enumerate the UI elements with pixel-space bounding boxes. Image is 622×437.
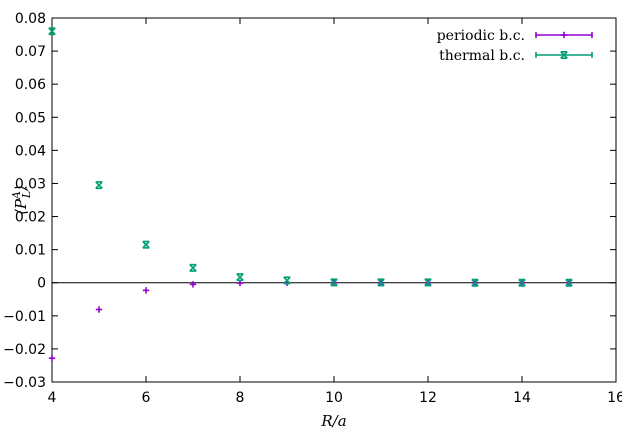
x-tick-label: 6 — [142, 390, 151, 406]
data-point — [330, 278, 338, 287]
data-point — [48, 27, 56, 36]
x-axis-label: R/a — [320, 412, 346, 430]
ticks — [51, 17, 617, 383]
y-tick-label: 0 — [37, 276, 46, 292]
tick-labels: 4 6 8 10 12 14 16 −0.03 −0.02 −0.01 0 0.01 0.02 0.03 0… — [3, 11, 622, 406]
legend-label: thermal b.c. — [439, 48, 525, 64]
x-tick-label: 10 — [325, 390, 343, 406]
x-tick-label: 4 — [48, 390, 57, 406]
x-tick-label: 16 — [607, 390, 622, 406]
x-tick-label: 12 — [419, 390, 437, 406]
data-point — [189, 281, 197, 288]
y-tick-label: −0.01 — [3, 309, 46, 325]
data-point — [565, 278, 573, 287]
y-axis-label: ⟨PAL⟩ — [10, 185, 33, 215]
plot-frame — [51, 17, 617, 383]
y-tick-label: −0.03 — [3, 375, 46, 391]
data-point — [377, 278, 385, 287]
legend-label: periodic b.c. — [437, 28, 525, 44]
data-point — [95, 306, 103, 313]
y-tick-label: 0.03 — [15, 176, 46, 192]
data-point — [471, 278, 479, 287]
y-tick-label: 0.02 — [15, 210, 46, 226]
data-point — [142, 287, 150, 294]
legend: periodic b.c. thermal b.c. — [437, 28, 593, 64]
y-tick-label: 0.05 — [15, 110, 46, 126]
y-tick-label: 0.06 — [15, 77, 46, 93]
y-tick-label: −0.02 — [3, 342, 46, 358]
y-tick-label: 0.07 — [15, 44, 46, 60]
data-point — [95, 181, 103, 190]
data-point — [283, 276, 291, 285]
data-point — [189, 263, 197, 272]
data-marks — [48, 27, 573, 362]
data-point — [518, 278, 526, 287]
legend-marker — [560, 50, 568, 60]
x-tick-label: 8 — [236, 390, 245, 406]
y-tick-label: 0.08 — [15, 11, 46, 27]
data-point — [48, 354, 56, 362]
data-point — [236, 273, 244, 282]
y-tick-label: 0.01 — [15, 243, 46, 259]
y-tick-label: 0.04 — [15, 143, 46, 159]
x-tick-label: 14 — [513, 390, 531, 406]
legend-marker — [560, 31, 568, 39]
data-point — [424, 278, 432, 287]
data-point — [142, 240, 150, 249]
